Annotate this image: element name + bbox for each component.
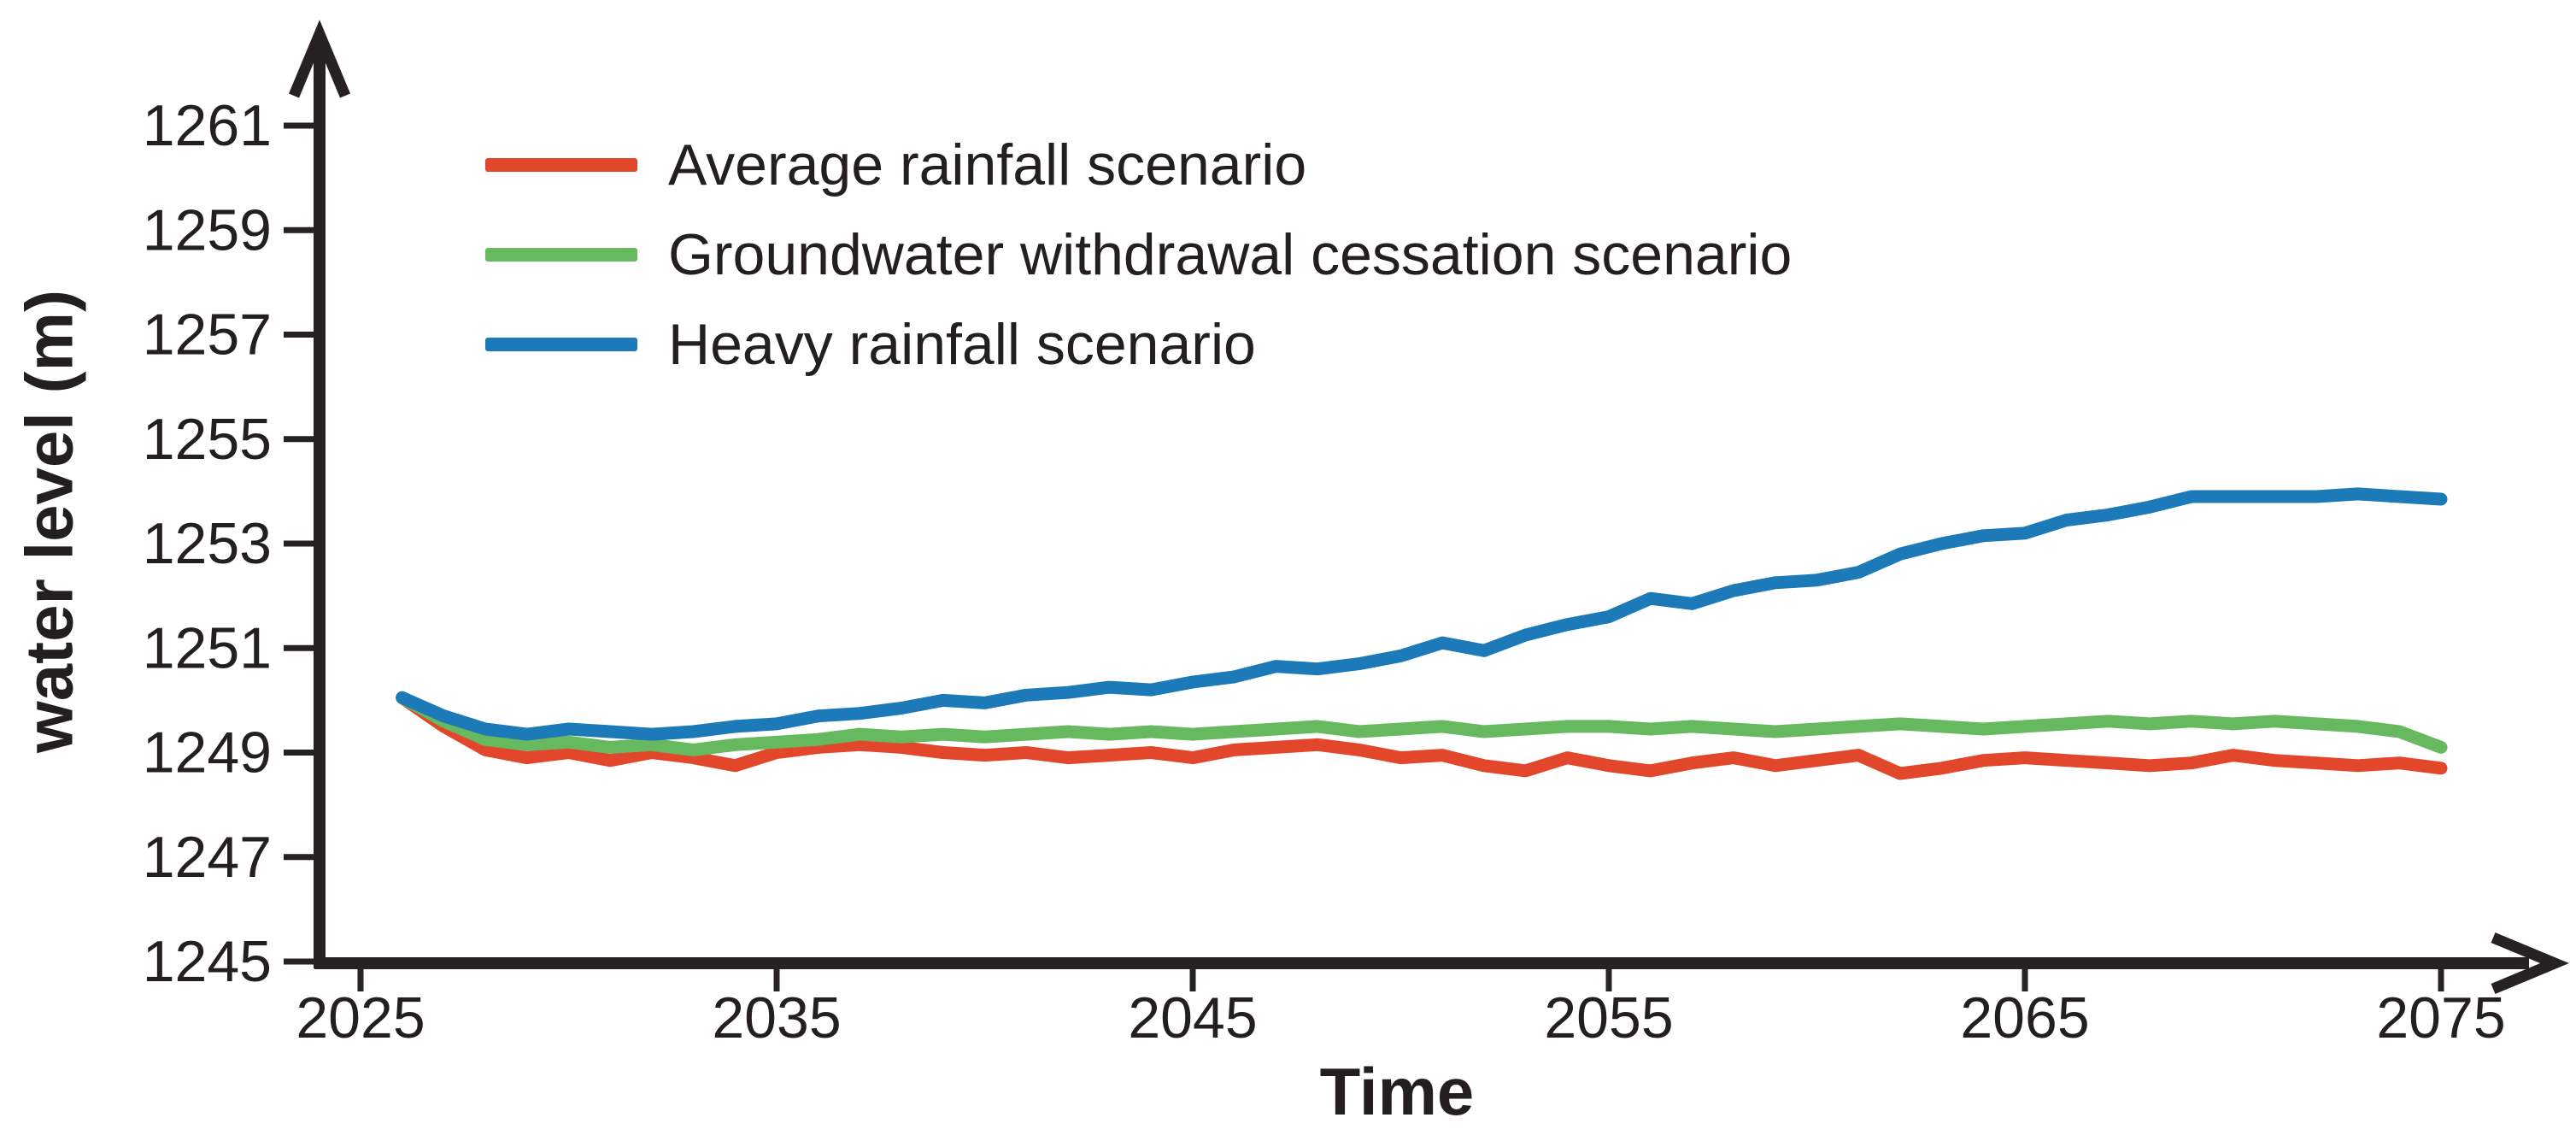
y-axis-arrow-icon bbox=[289, 20, 350, 98]
x-tick-label: 2035 bbox=[712, 985, 841, 1050]
legend-label: Groundwater withdrawal cessation scenari… bbox=[668, 221, 1793, 287]
y-tick-label: 1253 bbox=[143, 511, 272, 576]
legend-label: Average rainfall scenario bbox=[668, 132, 1307, 197]
x-tick-label: 2055 bbox=[1544, 985, 1673, 1050]
legend-swatch-groundwater-cessation bbox=[485, 247, 637, 262]
x-tick-label: 2065 bbox=[1960, 985, 2089, 1050]
y-tick-label: 1257 bbox=[143, 303, 272, 368]
series-line-average-rainfall-scenario bbox=[396, 691, 2448, 780]
legend-swatch-average-rainfall bbox=[485, 157, 637, 172]
x-tick-label: 2045 bbox=[1128, 985, 1257, 1050]
y-tick-label: 1247 bbox=[143, 825, 272, 890]
y-tick-label: 1259 bbox=[143, 197, 272, 262]
y-tick-label: 1261 bbox=[143, 93, 272, 158]
x-tick-label: 2025 bbox=[296, 985, 425, 1050]
x-tick-label: 2075 bbox=[2376, 985, 2505, 1050]
legend-item-heavy-rainfall: Heavy rainfall scenario bbox=[485, 299, 1792, 389]
x-axis-arrow-icon bbox=[2491, 932, 2569, 994]
y-tick-label: 1255 bbox=[143, 407, 272, 472]
y-tick-label: 1245 bbox=[143, 929, 272, 994]
y-axis-title: water level (m) bbox=[11, 290, 87, 753]
legend-item-groundwater-cessation: Groundwater withdrawal cessation scenari… bbox=[485, 209, 1792, 299]
series-line-groundwater-withdrawal-cessation-scenario bbox=[396, 691, 2448, 756]
x-axis-title: Time bbox=[1319, 1054, 1475, 1129]
legend-item-average-rainfall: Average rainfall scenario bbox=[485, 120, 1792, 209]
legend-swatch-heavy-rainfall bbox=[485, 337, 637, 351]
y-tick-label: 1249 bbox=[143, 721, 272, 785]
legend-label: Heavy rainfall scenario bbox=[668, 311, 1256, 377]
y-tick-label: 1251 bbox=[143, 615, 272, 680]
chart-legend: Average rainfall scenario Groundwater wi… bbox=[485, 120, 1792, 389]
series-line-heavy-rainfall-scenario bbox=[396, 487, 2448, 741]
